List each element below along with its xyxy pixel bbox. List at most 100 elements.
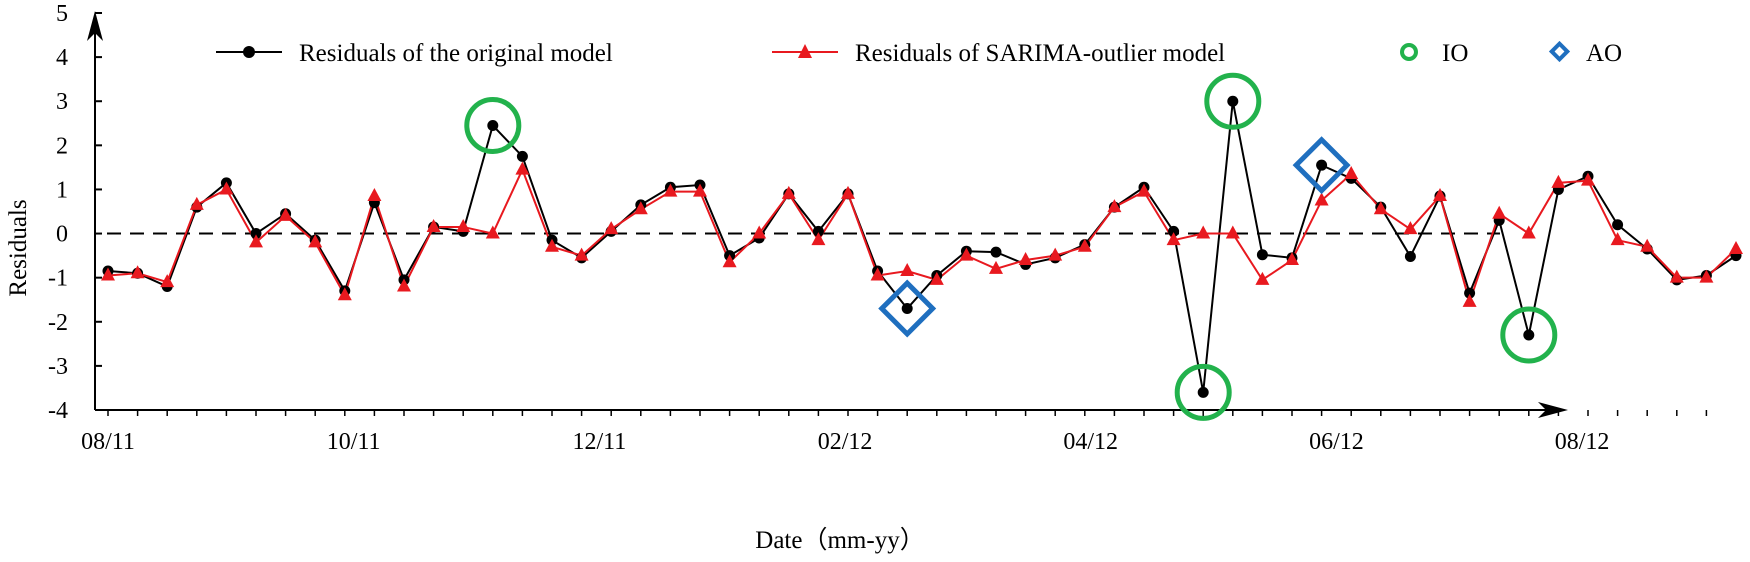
- data-point-sarima: [1373, 201, 1388, 215]
- data-point-sarima: [515, 161, 530, 175]
- data-point-sarima: [752, 225, 767, 239]
- data-point-original: [990, 246, 1002, 258]
- data-point-sarima: [663, 183, 678, 197]
- legend-swatch-original-marker: [243, 46, 255, 58]
- data-point-sarima: [485, 225, 500, 239]
- data-point-sarima: [1669, 269, 1684, 283]
- x-tick-label: 04/12: [1063, 429, 1118, 455]
- y-tick-label: 0: [56, 222, 68, 248]
- data-point-original: [250, 228, 262, 240]
- data-point-sarima: [693, 183, 707, 197]
- y-axis-title: Residuals: [5, 199, 32, 296]
- x-tick-label: 06/12: [1309, 429, 1364, 455]
- y-tick-label: -3: [48, 354, 68, 380]
- data-point-sarima: [249, 234, 263, 248]
- data-point-original: [1168, 225, 1180, 237]
- data-point-sarima: [1018, 252, 1033, 266]
- io-outlier-marker: [1204, 72, 1262, 130]
- y-tick-label: -2: [48, 310, 68, 336]
- data-point-original: [1523, 329, 1535, 341]
- data-point-sarima: [1581, 172, 1595, 186]
- data-point-sarima: [278, 207, 293, 221]
- axes: 5 4 3 2 1 0 -1 -2 -3 -4 08/11 10/11 12/11 02/12 04/12 0…: [48, 1, 1708, 455]
- data-point-sarima: [781, 185, 796, 199]
- data-point-original: [1464, 287, 1476, 299]
- data-point-original: [1227, 95, 1239, 107]
- x-tick-label: 08/11: [81, 429, 135, 455]
- data-point-sarima: [989, 260, 1003, 274]
- data-point-original: [1316, 159, 1328, 171]
- io-outlier-marker: [464, 96, 522, 154]
- data-point-sarima: [1433, 188, 1447, 202]
- data-point-sarima: [1729, 240, 1743, 254]
- data-point-sarima: [1521, 225, 1536, 239]
- data-point-sarima: [604, 221, 619, 235]
- x-tick-label: 12/11: [572, 429, 626, 455]
- data-point-sarima: [189, 196, 204, 210]
- y-tick-label: 1: [56, 177, 68, 203]
- data-point-sarima: [900, 263, 915, 277]
- data-point-sarima: [841, 185, 855, 199]
- data-point-sarima: [1166, 232, 1181, 246]
- data-point-sarima: [959, 247, 974, 261]
- data-point-original: [1404, 250, 1416, 262]
- data-point-original: [516, 150, 528, 162]
- legend-swatch-io-icon: [1400, 43, 1418, 61]
- data-point-sarima: [574, 247, 589, 261]
- data-point-sarima: [1699, 269, 1714, 283]
- data-point-sarima: [1077, 238, 1092, 252]
- data-point-original: [812, 225, 824, 237]
- data-point-sarima: [219, 181, 234, 195]
- legend-label-io: IO: [1442, 40, 1468, 67]
- data-point-sarima: [1107, 199, 1122, 213]
- data-point-original: [1256, 249, 1268, 261]
- series-line-original: [107, 101, 1737, 393]
- data-point-sarima: [1551, 174, 1566, 188]
- data-point-sarima: [1225, 225, 1240, 239]
- data-point-sarima: [929, 271, 944, 285]
- x-axis-arrow-icon: [1538, 402, 1568, 418]
- x-tick-label: 02/12: [818, 429, 873, 455]
- x-tick-label: 08/12: [1555, 429, 1610, 455]
- data-point-sarima: [1137, 183, 1151, 197]
- data-point-sarima: [1403, 221, 1418, 235]
- data-point-sarima: [633, 201, 648, 215]
- data-point-sarima: [1610, 232, 1625, 246]
- data-point-sarima: [870, 267, 885, 281]
- data-point-sarima: [811, 232, 826, 246]
- io-outlier-marker: [1174, 363, 1232, 421]
- data-point-sarima: [1255, 271, 1270, 285]
- y-tick-label: -4: [48, 398, 68, 424]
- data-point-sarima: [1492, 205, 1507, 219]
- ao-outlier-marker: [1292, 136, 1351, 195]
- ao-outlier-marker: [878, 279, 937, 338]
- data-point-original: [1612, 219, 1624, 231]
- legend-label-original: Residuals of the original model: [299, 40, 613, 67]
- data-point-sarima: [426, 218, 441, 232]
- y-tick-label: 2: [56, 133, 68, 159]
- data-point-sarima: [1285, 252, 1299, 266]
- data-point-sarima: [337, 287, 352, 301]
- data-point-sarima: [1640, 238, 1655, 252]
- legend: Residuals of the original model Residual…: [216, 40, 1622, 67]
- io-outlier-marker: [1500, 306, 1558, 364]
- data-point-sarima: [367, 188, 382, 202]
- series-line-sarima: [107, 167, 1737, 306]
- data-point-sarima: [545, 238, 559, 252]
- data-point-sarima: [1048, 247, 1063, 261]
- y-tick-label: 4: [56, 45, 68, 71]
- data-point-sarima: [1196, 225, 1211, 239]
- data-point-original: [901, 303, 913, 315]
- legend-swatch-sarima-marker: [798, 44, 812, 58]
- data-point-sarima: [101, 267, 115, 281]
- data-point-sarima: [456, 218, 471, 232]
- y-tick-label: -1: [48, 266, 68, 292]
- legend-label-sarima: Residuals of SARIMA-outlier model: [855, 40, 1225, 67]
- data-point-sarima: [722, 254, 737, 268]
- data-point-sarima: [397, 278, 411, 292]
- annotation-layer: [464, 72, 1558, 421]
- legend-label-ao: AO: [1586, 40, 1622, 67]
- y-tick-label: 3: [56, 89, 68, 115]
- legend-swatch-ao-icon: [1548, 40, 1571, 63]
